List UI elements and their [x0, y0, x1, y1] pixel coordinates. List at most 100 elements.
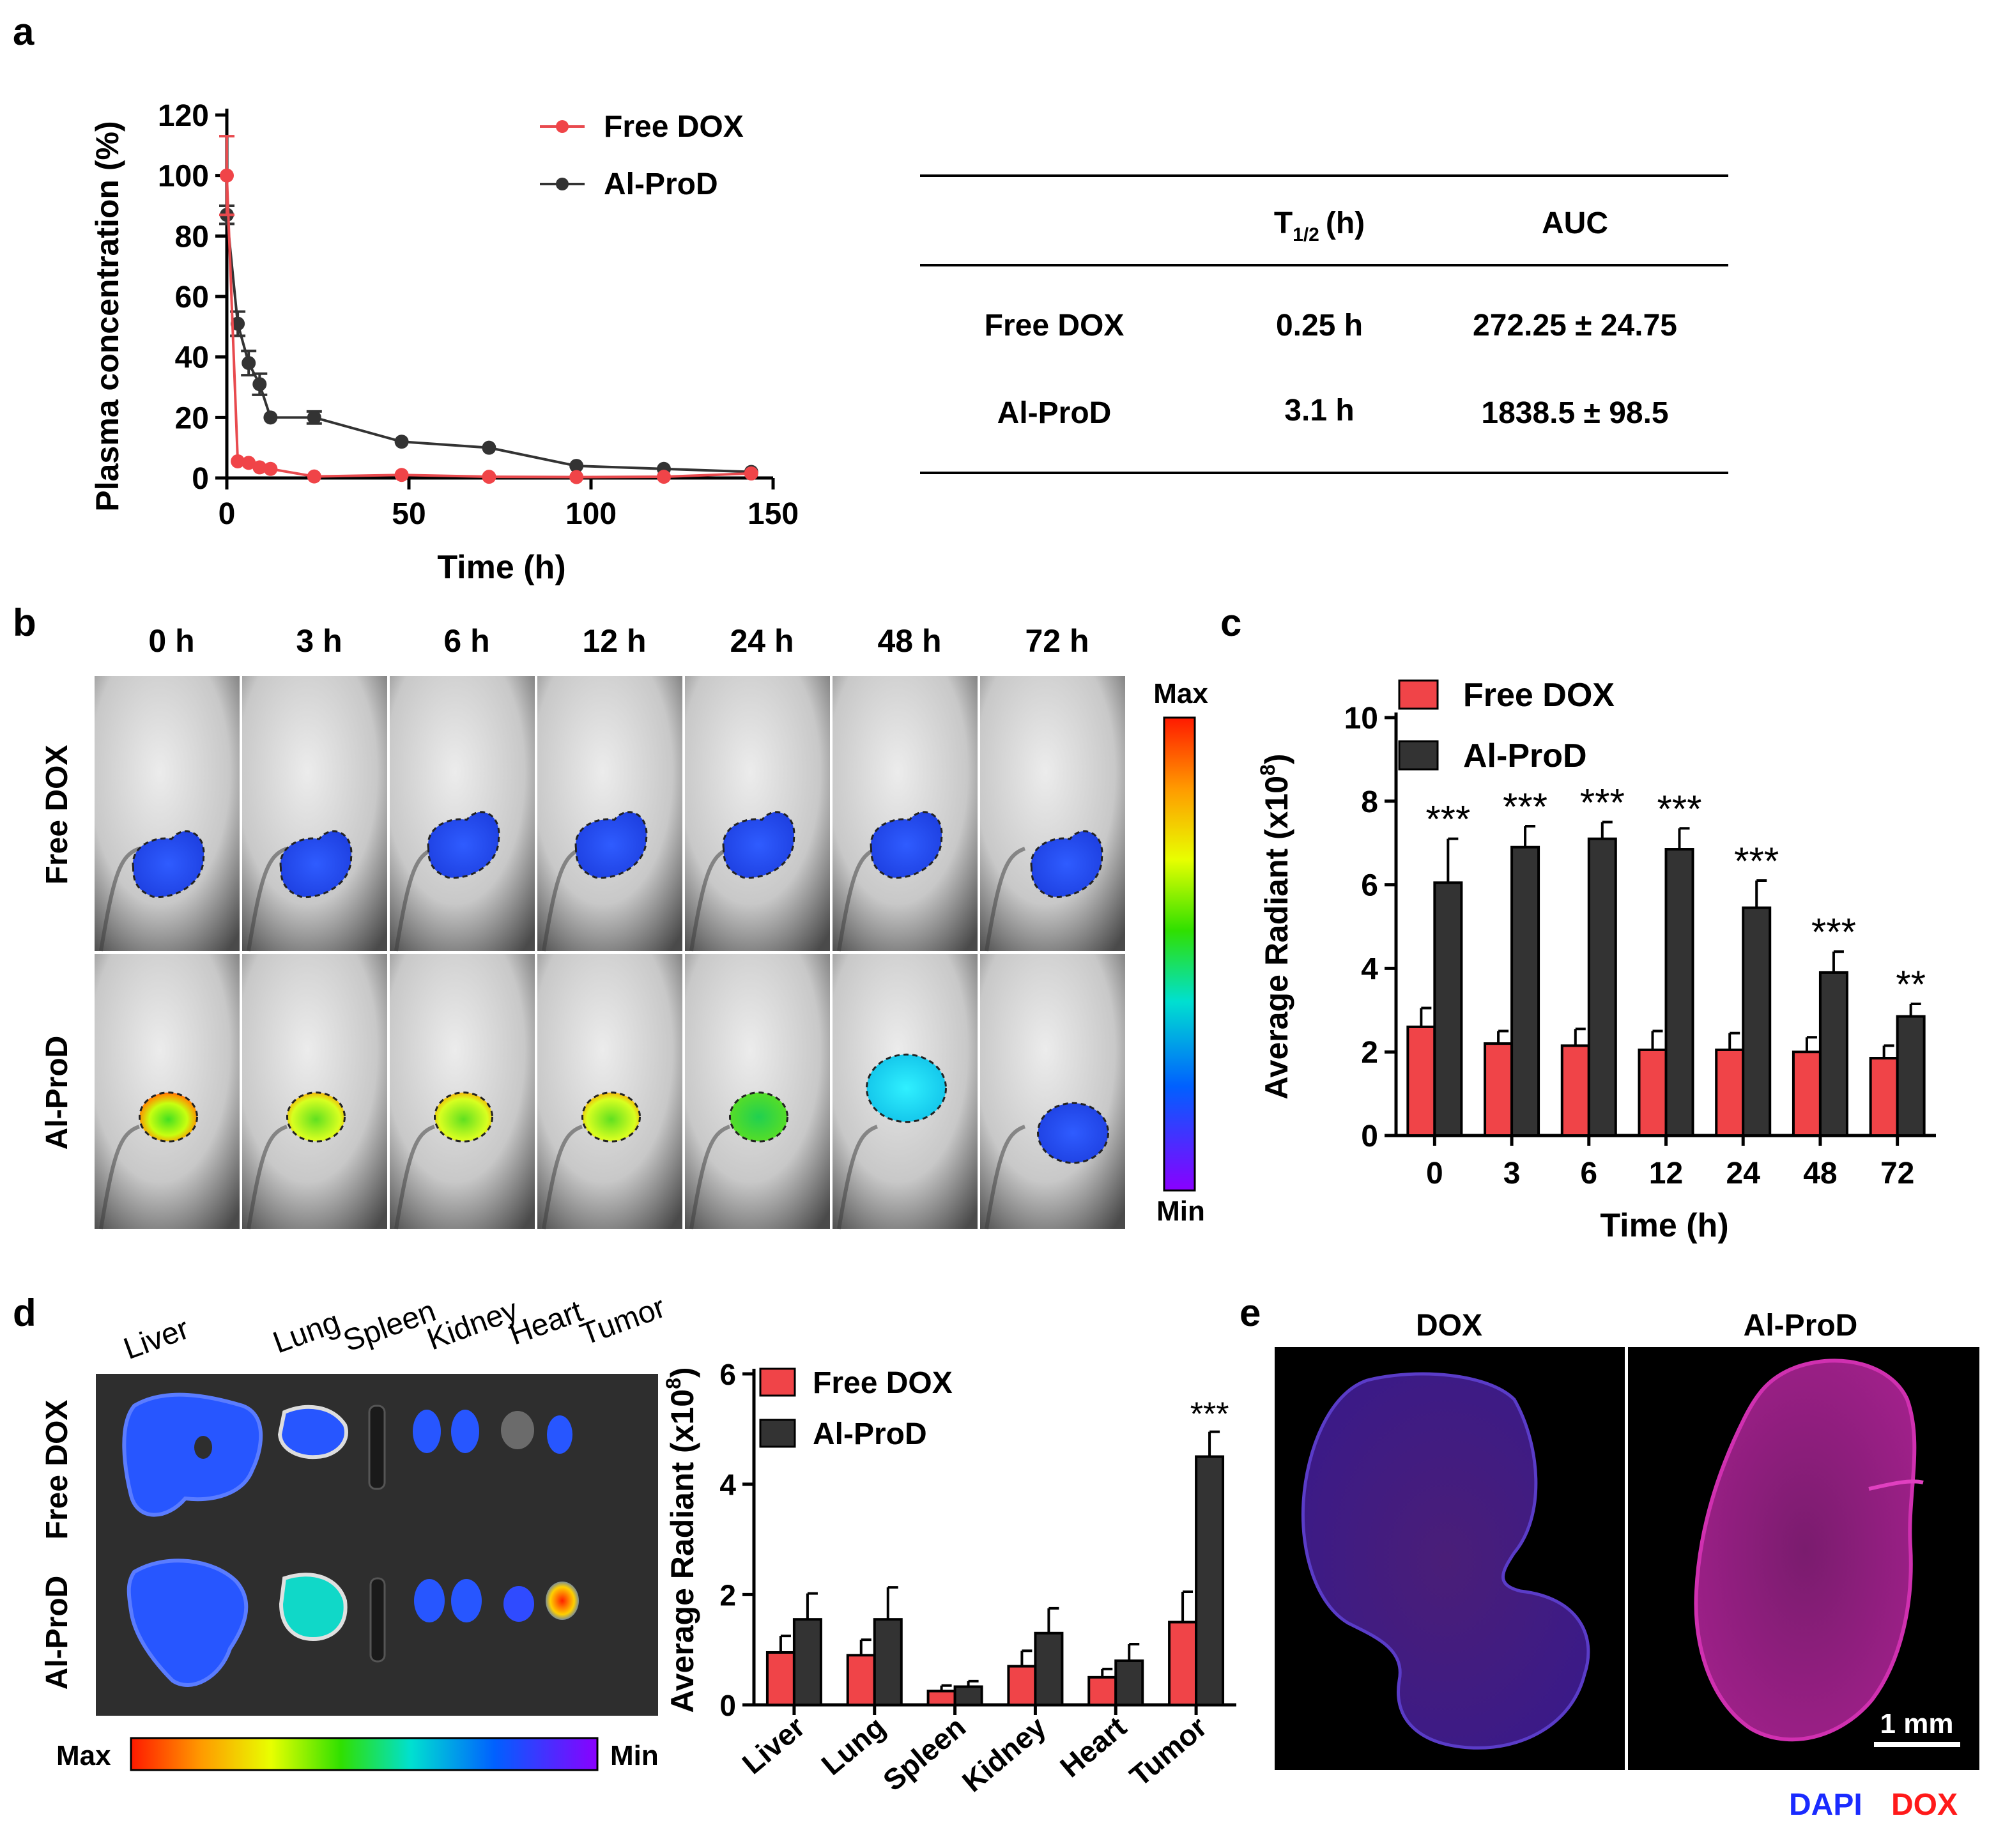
mouse-leg-outline [542, 1125, 583, 1229]
y-tick-label: 40 [175, 341, 209, 375]
mouse-image-tile [980, 954, 1125, 1229]
x-tick-label: Kidney [956, 1710, 1052, 1799]
y-tick-label: 6 [1361, 869, 1378, 903]
bar-free-dox-0 [1406, 1025, 1436, 1137]
mouse-image-grid [95, 676, 1125, 1229]
mouse-leg-outline [99, 847, 141, 951]
y-tick-label: 20 [175, 401, 209, 435]
chart-d-ylabel: Average Radiant (x108) [662, 1367, 700, 1713]
mouse-image-tile [833, 676, 978, 951]
bar-free-dox-6 [1560, 1044, 1590, 1137]
table-header-auc: AUC [1542, 206, 1608, 240]
data-point [242, 456, 256, 470]
bar-free-dox-24 [1715, 1048, 1745, 1137]
data-point [394, 468, 409, 482]
lung-free-dox [277, 1405, 348, 1459]
tumor-signal-al-prod [729, 1091, 788, 1143]
organ-scale-max-label: Max [56, 1740, 111, 1771]
time-label: 0 h [148, 623, 194, 659]
time-label: 6 h [443, 623, 489, 659]
mouse-image-tile [685, 676, 830, 951]
x-tick-label: 0 [219, 497, 236, 531]
panel-letter-c: c [1220, 601, 1241, 644]
row-label-free-dox: Free DOX [40, 1400, 74, 1540]
liver-hole [194, 1436, 212, 1459]
tumor-signal-free-dox [279, 830, 353, 898]
legend-label-free-dox: Free DOX [1463, 677, 1615, 714]
bar-free-dox-heart [1087, 1675, 1117, 1706]
significance-marker: *** [1425, 798, 1470, 841]
x-tick-label: 50 [392, 497, 426, 531]
tumor-signal-al-prod [581, 1091, 641, 1143]
organ-scale-min-label: Min [610, 1740, 659, 1771]
x-tick-label: 150 [748, 497, 799, 531]
y-tick-label: 2 [1361, 1036, 1378, 1070]
legend-label-free-dox: Free DOX [604, 110, 744, 144]
tissue-edge-fiber [1868, 1479, 1924, 1491]
bar-al-prod-liver [792, 1618, 822, 1707]
table-row-auc: 272.25 ± 24.75 [1473, 309, 1677, 343]
tissue-section-panel: DOX Al-ProD 1 mm DAPI DOX [1275, 1309, 1979, 1822]
table-row-name: Free DOX [985, 309, 1125, 343]
scale-min-label: Min [1156, 1196, 1205, 1227]
chart-c-ylabel: Average Radiant (x108) [1256, 753, 1294, 1099]
time-label: 12 h [582, 623, 646, 659]
row-label-al-prod: Al-ProD [40, 1036, 74, 1150]
organ-color-scale-bar [130, 1737, 599, 1771]
chart-d-legend: Free DOX Al-ProD [759, 1366, 953, 1451]
time-label: 72 h [1025, 623, 1089, 659]
tumor-signal-free-dox [132, 830, 205, 898]
y-tick-label: 4 [719, 1468, 736, 1502]
mouse-leg-outline [247, 847, 288, 951]
panel-letter-e: e [1240, 1291, 1261, 1334]
y-tick-label: 60 [175, 281, 209, 314]
significance-marker: *** [1503, 785, 1547, 828]
x-tick-label: 72 [1880, 1157, 1914, 1190]
significance-marker: *** [1580, 782, 1625, 824]
data-point [263, 410, 278, 425]
tumor-signal-free-dox [574, 811, 648, 879]
legend-label-al-prod: Al-ProD [604, 167, 718, 201]
x-tick-label: 48 [1803, 1157, 1837, 1190]
x-tick-label: 100 [565, 497, 617, 531]
bar-free-dox-3 [1484, 1042, 1514, 1137]
y-tick-label: 0 [719, 1689, 736, 1722]
chart-a-xlabel: Time (h) [437, 549, 565, 586]
mouse-image-tile [537, 954, 682, 1229]
chart-c-bars: *** *** *** *********** [1406, 782, 1926, 1137]
liver-al-prod [127, 1559, 249, 1687]
bar-al-prod-spleen [953, 1685, 983, 1707]
tumor-al-prod [546, 1582, 579, 1620]
legend-swatch-free-dox [1398, 679, 1439, 710]
significance-marker: *** [1190, 1396, 1229, 1433]
mouse-leg-outline [394, 1125, 436, 1229]
y-tick-label: 120 [158, 99, 209, 133]
table-header-thalf: T1/2 (h) [1274, 206, 1365, 245]
heart-al-prod [503, 1586, 534, 1622]
organ-label: Liver [119, 1312, 194, 1366]
x-tick-label: 6 [1580, 1157, 1597, 1190]
tumor-signal-al-prod [286, 1091, 346, 1143]
legend-label-al-prod: Al-ProD [813, 1417, 927, 1451]
bar-free-dox-spleen [926, 1690, 956, 1707]
bar-free-dox-72 [1869, 1057, 1899, 1137]
kidney-free-dox-1 [413, 1410, 441, 1453]
bar-free-dox-kidney [1007, 1665, 1037, 1706]
scale-bar-label: 1 mm [1880, 1708, 1954, 1739]
mouse-image-tile [390, 676, 535, 951]
section-label-dox: DOX [1416, 1309, 1482, 1343]
y-tick-label: 4 [1361, 952, 1378, 986]
spleen-al-prod [369, 1577, 386, 1663]
spleen-free-dox [368, 1405, 386, 1490]
bar-al-prod-lung [873, 1618, 903, 1707]
y-tick-label: 10 [1344, 702, 1378, 735]
kidney-al-prod-2 [451, 1579, 482, 1622]
legend-marker-free-dox [556, 120, 569, 133]
legend-swatch-al-prod [1398, 740, 1439, 771]
legend-label-free-dox: Free DOX [813, 1366, 953, 1400]
stain-label-dox: DOX [1891, 1788, 1958, 1822]
chart-c-legend: Free DOX Al-ProD [1398, 677, 1615, 774]
mouse-leg-outline [247, 1125, 288, 1229]
